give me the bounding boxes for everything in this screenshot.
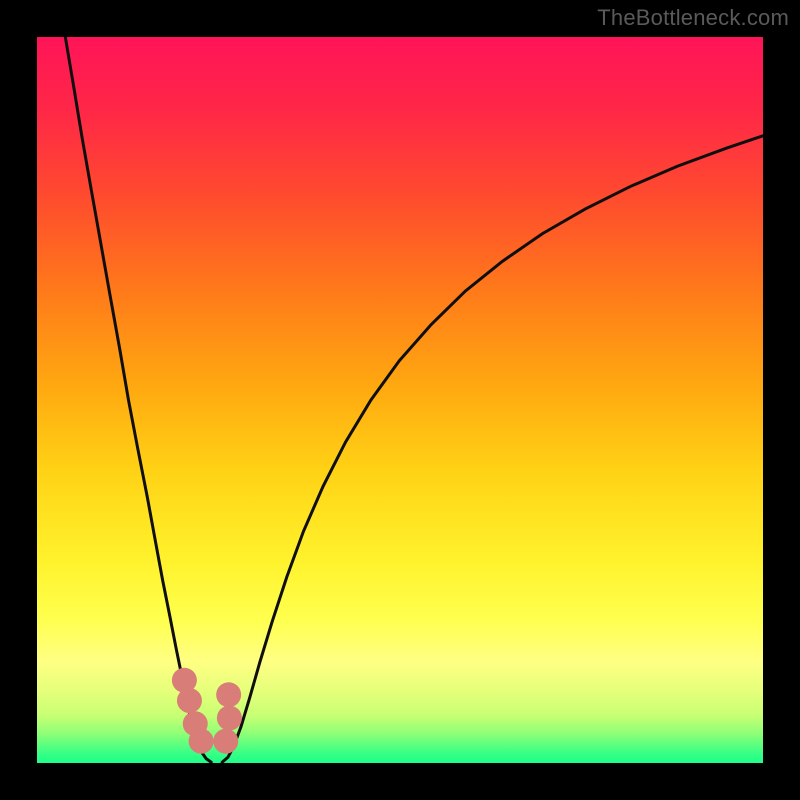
marker-point bbox=[189, 729, 214, 754]
chart-svg bbox=[37, 37, 763, 763]
chart-container: TheBottleneck.com bbox=[0, 0, 800, 800]
watermark-text: TheBottleneck.com bbox=[597, 5, 789, 31]
marker-point bbox=[217, 705, 242, 730]
marker-point bbox=[216, 682, 241, 707]
marker-point bbox=[213, 729, 238, 754]
marker-point bbox=[177, 688, 202, 713]
plot-area bbox=[37, 37, 763, 763]
